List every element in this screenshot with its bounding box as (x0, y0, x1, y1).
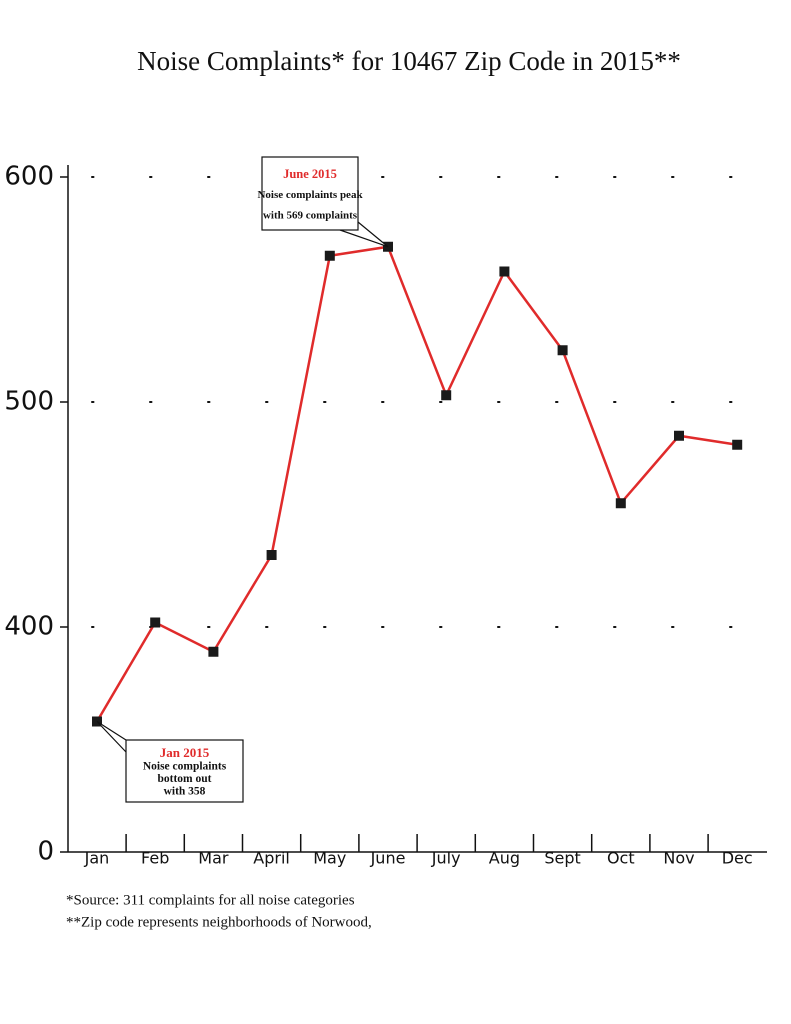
marker (150, 617, 161, 628)
marker (441, 390, 452, 401)
callout-title: Jan 2015 (160, 745, 210, 760)
marker (324, 250, 335, 261)
y-tick-label: 600 (4, 162, 54, 192)
callout-text: bottom out (158, 773, 212, 785)
callout-box (125, 739, 244, 803)
chart-title: Noise Complaints* for 10467 Zip Code in … (137, 46, 681, 76)
x-tick-label: Nov (663, 849, 694, 868)
x-tick-label: Feb (141, 849, 169, 868)
marker (266, 550, 277, 560)
x-tick-label: June (370, 849, 406, 868)
y-tick-label: 400 (4, 612, 54, 642)
marker (499, 266, 510, 277)
callout-text: Noise complaints (143, 760, 227, 772)
x-tick-label: Aug (489, 849, 520, 868)
x-tick-label: Oct (607, 849, 635, 868)
callout-text: with 358 (164, 785, 206, 797)
footnote: *Source: 311 complaints for all noise ca… (66, 892, 355, 908)
marker (208, 646, 219, 657)
callout-box (261, 156, 359, 231)
x-tick-label: May (313, 849, 346, 868)
callout-text: with 569 complaints (263, 209, 358, 221)
x-tick-label: Sept (544, 849, 580, 868)
footnote: **Zip code represents neighborhoods of N… (66, 914, 372, 930)
x-tick-label: Dec (722, 849, 753, 868)
marker (557, 345, 568, 356)
callout-pointer (96, 720, 127, 753)
callout-text: Noise complaints peak (257, 189, 363, 201)
x-tick-label: Mar (198, 849, 229, 868)
x-tick-label: April (253, 849, 290, 868)
marker (615, 498, 626, 509)
y-tick-label: 0 (37, 837, 54, 867)
x-tick-label: Jan (84, 849, 110, 868)
x-tick-label: July (431, 849, 461, 868)
line (95, 245, 738, 723)
callout-title: June 2015 (283, 167, 337, 181)
y-tick-label: 500 (4, 387, 54, 417)
marker (674, 430, 684, 441)
marker (732, 439, 743, 450)
